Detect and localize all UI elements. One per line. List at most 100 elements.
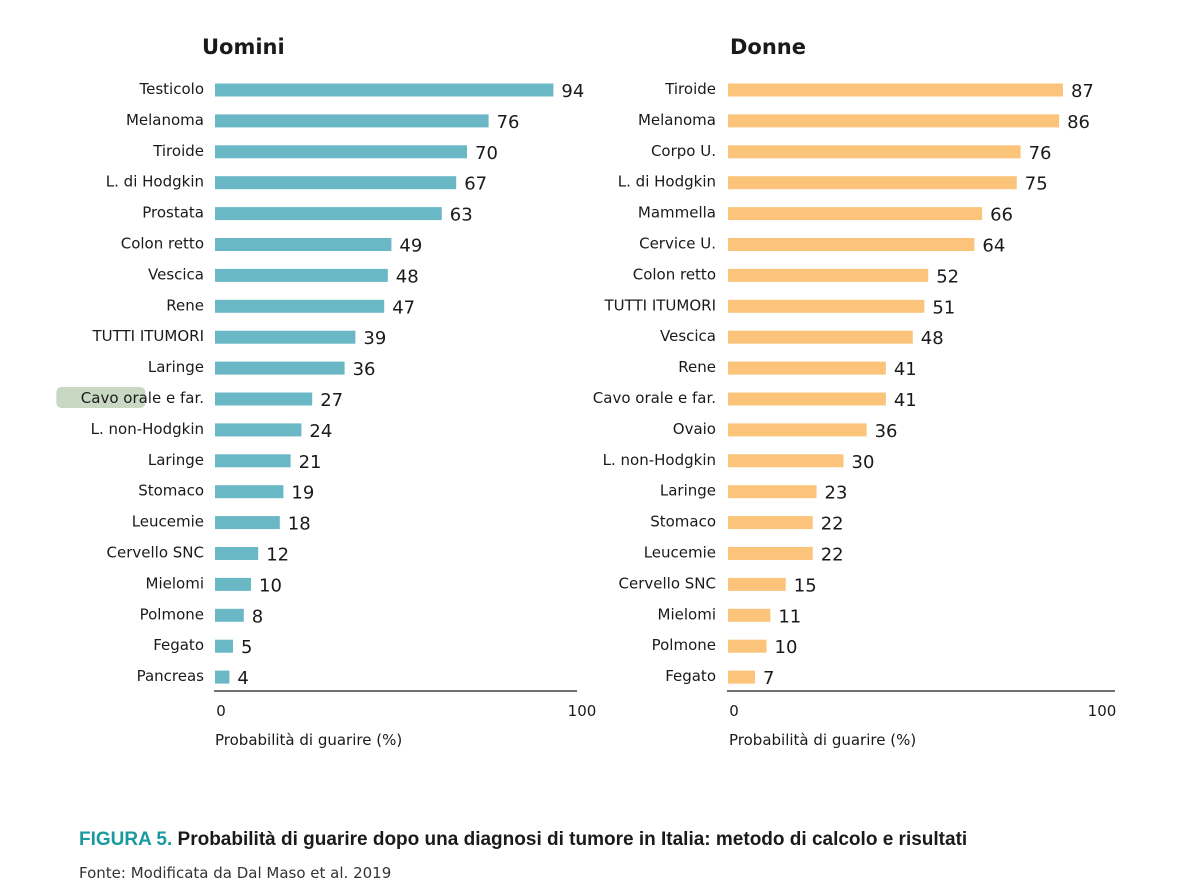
men-bar [215,392,313,406]
men-category-label: Laringe [148,358,204,376]
men-value-label: 12 [266,545,289,566]
men-category-label: L. non-Hodgkin [91,420,204,438]
women-value-label: 10 [775,637,798,658]
women-category-label: Corpo U. [651,142,716,160]
women-value-label: 23 [825,483,848,504]
men-bar [215,145,467,159]
men-bar [215,454,291,468]
men-value-label: 39 [363,328,386,349]
men-category-label: Cervello SNC [107,544,204,562]
women-value-label: 22 [821,545,844,566]
men-bar [215,608,244,622]
women-category-label: L. non-Hodgkin [603,451,716,469]
men-bar [215,268,388,282]
men-bar [215,83,554,97]
women-value-label: 41 [894,359,917,380]
women-bar [728,361,886,375]
men-value-label: 76 [497,112,520,133]
figure-label: FIGURA 5. [79,829,173,850]
men-category-label: Rene [166,296,204,314]
men-x-axis-label: Probabilità di guarire (%) [215,731,402,749]
women-category-label: Laringe [660,482,716,500]
men-value-label: 49 [399,236,422,257]
women-category-label: Vescica [660,327,716,345]
women-value-label: 41 [894,390,917,411]
men-value-label: 10 [259,575,282,596]
women-category-label: Ovaio [673,420,716,438]
women-bar [728,423,867,437]
men-value-label: 48 [396,266,419,287]
figure-caption: FIGURA 5. Probabilità di guarire dopo un… [79,829,967,851]
women-value-label: 75 [1025,174,1048,195]
men-category-label: Pancreas [137,667,205,685]
women-value-label: 64 [982,236,1005,257]
men-label-highlight [56,387,146,408]
men-category-label: Stomaco [138,482,204,500]
men-tick-label: 0 [216,702,226,720]
men-value-label: 18 [288,514,311,535]
women-bar [728,114,1060,128]
men-chart-title: Uomini [202,35,285,59]
women-category-label: Melanoma [638,111,716,129]
men-category-label: Testicolo [139,80,204,98]
men-bar [215,423,302,437]
men-bar [215,238,392,251]
men-category-label: L. di Hodgkin [106,173,204,191]
men-bar [215,670,230,684]
men-category-label: Polmone [140,605,204,623]
men-tick-label: 100 [568,702,597,720]
men-value-label: 27 [320,390,343,411]
women-category-label: L. di Hodgkin [618,173,716,191]
women-category-label: Colon retto [633,265,716,283]
women-category-label: Mammella [638,204,716,222]
women-category-label: Leucemie [644,544,716,562]
women-bar [728,207,983,221]
men-category-label: Melanoma [126,111,204,129]
women-bar [728,608,771,622]
men-value-label: 70 [475,143,498,164]
women-bar [728,547,813,560]
women-value-label: 36 [875,421,898,442]
women-value-label: 11 [778,606,801,627]
men-category-label: Colon retto [121,235,204,253]
women-category-label: Polmone [652,636,716,654]
men-category-label: Cavo orale e far. [81,389,204,407]
women-bar [728,330,913,344]
women-bar [728,299,925,313]
women-bar [728,145,1021,159]
men-bar [215,361,345,375]
men-bar [215,207,442,221]
women-value-label: 76 [1029,143,1052,164]
women-category-label: TUTTI ITUMORI [603,296,716,314]
women-category-label: Cervello SNC [619,574,716,592]
women-x-axis-label: Probabilità di guarire (%) [729,731,916,749]
men-bar [215,114,489,128]
men-bar [215,485,284,499]
women-category-label: Cervice U. [639,235,716,253]
men-category-label: Laringe [148,451,204,469]
men-value-label: 24 [309,421,332,442]
women-chart-title: Donne [730,35,806,59]
men-value-label: 47 [392,297,415,318]
men-bar [215,176,457,190]
figure-title: Probabilità di guarire dopo una diagnosi… [177,829,968,850]
women-bar [728,577,786,591]
women-value-label: 48 [921,328,944,349]
men-value-label: 19 [291,483,314,504]
men-value-label: 21 [299,452,322,473]
men-bar [215,516,280,530]
men-category-label: Mielomi [146,574,204,592]
women-value-label: 22 [821,514,844,535]
men-category-label: Fegato [153,636,204,654]
women-value-label: 51 [932,297,955,318]
men-value-label: 5 [241,637,252,658]
women-bar [728,83,1063,97]
women-category-label: Mielomi [658,605,716,623]
women-category-label: Stomaco [650,513,716,531]
women-value-label: 86 [1067,112,1090,133]
women-value-label: 7 [763,668,774,689]
men-bar [215,639,233,653]
men-bar [215,299,385,313]
men-bar [215,547,259,560]
